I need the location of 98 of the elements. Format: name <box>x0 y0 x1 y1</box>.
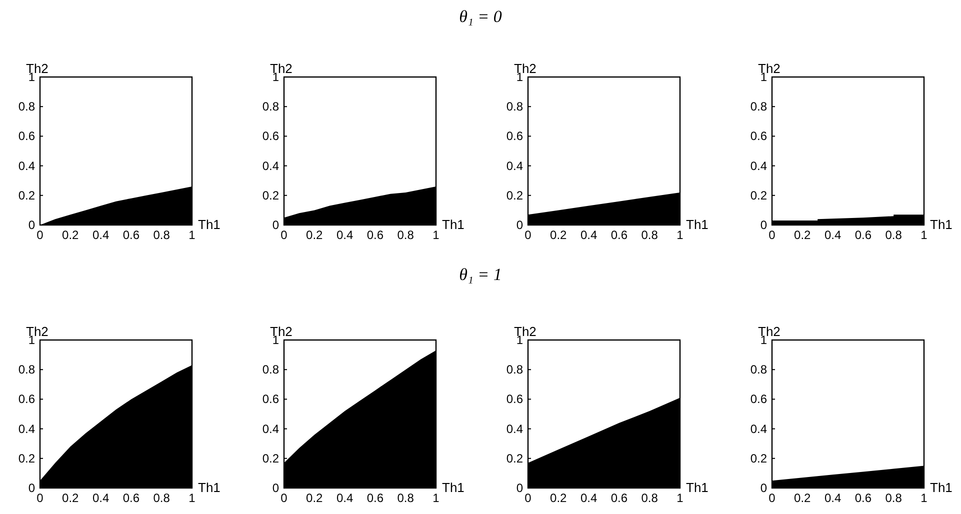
x-tick-label: 0.6 <box>122 228 140 242</box>
x-tick-label: 0 <box>768 228 776 242</box>
x-tick-label: 0.8 <box>153 491 170 505</box>
x-tick-label: 0.8 <box>153 228 170 242</box>
y-tick-label: 0 <box>272 481 280 495</box>
x-tick-label: 0.6 <box>366 228 384 242</box>
x-axis-title: Th1 <box>442 480 464 495</box>
y-tick-label: 0.6 <box>506 392 524 406</box>
x-tick-label: 1 <box>920 491 928 505</box>
y-tick-label: 0.2 <box>506 451 524 466</box>
x-tick-label: 0.2 <box>794 491 812 505</box>
y-tick-label: 0.8 <box>506 362 524 377</box>
x-tick-label: 0.8 <box>397 228 414 242</box>
x-tick-label: 0.4 <box>580 228 598 242</box>
x-tick-label: 0 <box>36 491 44 505</box>
x-tick-label: 1 <box>676 491 684 505</box>
y-tick-label: 0.2 <box>750 188 768 202</box>
y-tick-label: 0 <box>272 218 280 232</box>
x-tick-label: 0.8 <box>397 491 414 505</box>
y-tick-label: 0.8 <box>18 362 36 377</box>
y-tick-label: 0 <box>28 218 36 232</box>
y-tick-label: 0.8 <box>750 100 768 114</box>
y-tick-label: 0.4 <box>506 158 524 173</box>
y-tick-label: 0 <box>516 218 524 232</box>
x-axis-title: Th1 <box>442 217 464 232</box>
text: θ₁ = 1 <box>459 265 502 284</box>
y-tick-label: 0.4 <box>18 158 36 173</box>
x-tick-label: 0.2 <box>62 491 80 505</box>
x-tick-label: 1 <box>188 491 196 505</box>
x-tick-label: 0.2 <box>62 228 80 242</box>
x-tick-label: 0 <box>524 228 532 242</box>
x-tick-label: 0.4 <box>580 491 598 505</box>
y-tick-label: 0 <box>760 481 768 495</box>
y-tick-label: 0.6 <box>750 392 768 406</box>
x-axis-title: Th1 <box>686 480 708 495</box>
x-tick-label: 0.4 <box>92 228 110 242</box>
x-tick-label: 0 <box>36 228 44 242</box>
y-tick-label: 0.2 <box>262 451 280 466</box>
x-tick-label: 0.4 <box>92 491 110 505</box>
x-tick-label: 0.2 <box>306 491 324 505</box>
x-tick-label: 1 <box>188 228 196 242</box>
y-tick-label: 0.8 <box>506 100 524 114</box>
x-tick-label: 1 <box>432 491 440 505</box>
x-tick-label: 0 <box>768 491 776 505</box>
x-tick-label: 0.6 <box>854 228 872 242</box>
x-tick-label: 0.2 <box>550 228 568 242</box>
x-tick-label: 0.2 <box>306 228 324 242</box>
x-tick-label: 0 <box>280 491 288 505</box>
y-tick-label: 0.6 <box>506 129 524 144</box>
x-tick-label: 0.4 <box>336 491 354 505</box>
y-tick-label: 0.2 <box>506 188 524 202</box>
y-tick-label: 0.4 <box>750 158 768 173</box>
y-tick-label: 0.8 <box>18 100 36 114</box>
y-tick-label: 0.2 <box>18 451 36 466</box>
x-tick-label: 0.4 <box>824 491 842 505</box>
x-tick-label: 1 <box>920 228 928 242</box>
x-axis-title: Th1 <box>198 480 220 495</box>
y-tick-label: 0.6 <box>750 129 768 144</box>
x-tick-label: 0 <box>280 228 288 242</box>
y-tick-label: 0.4 <box>262 158 280 173</box>
x-tick-label: 0.8 <box>885 228 902 242</box>
x-tick-label: 0.2 <box>794 228 812 242</box>
x-axis-title: Th1 <box>198 217 220 232</box>
x-tick-label: 0.6 <box>366 491 384 505</box>
x-tick-label: 0.8 <box>641 228 658 242</box>
x-tick-label: 0.4 <box>336 228 354 242</box>
x-tick-label: 0.6 <box>610 491 628 505</box>
y-tick-label: 0 <box>760 218 768 232</box>
x-axis-title: Th1 <box>930 480 952 495</box>
y-tick-label: 0.4 <box>18 422 36 436</box>
y-tick-label: 0.8 <box>750 362 768 377</box>
y-tick-label: 0.6 <box>262 392 280 406</box>
x-tick-label: 0.8 <box>641 491 658 505</box>
y-tick-label: 0 <box>28 481 36 495</box>
text: θ₁ = 0 <box>459 7 502 26</box>
x-tick-label: 1 <box>676 228 684 242</box>
y-tick-label: 0.6 <box>262 129 280 144</box>
y-tick-label: 0.6 <box>18 392 36 406</box>
x-tick-label: 1 <box>432 228 440 242</box>
x-axis-title: Th1 <box>686 217 708 232</box>
x-tick-label: 0.6 <box>610 228 628 242</box>
x-tick-label: 0.8 <box>885 491 902 505</box>
y-tick-label: 0.2 <box>750 451 768 466</box>
y-tick-label: 0 <box>516 481 524 495</box>
x-tick-label: 0.2 <box>550 491 568 505</box>
y-tick-label: 0.4 <box>750 422 768 436</box>
y-tick-label: 0.8 <box>262 362 280 377</box>
x-tick-label: 0.4 <box>824 228 842 242</box>
x-tick-label: 0 <box>524 491 532 505</box>
x-axis-title: Th1 <box>930 217 952 232</box>
x-tick-label: 0.6 <box>122 491 140 505</box>
y-tick-label: 0.8 <box>262 100 280 114</box>
y-tick-label: 0.2 <box>18 188 36 202</box>
x-tick-label: 0.6 <box>854 491 872 505</box>
y-tick-label: 0.2 <box>262 188 280 202</box>
y-tick-label: 0.6 <box>18 129 36 144</box>
y-tick-label: 0.4 <box>262 422 280 436</box>
y-tick-label: 0.4 <box>506 422 524 436</box>
